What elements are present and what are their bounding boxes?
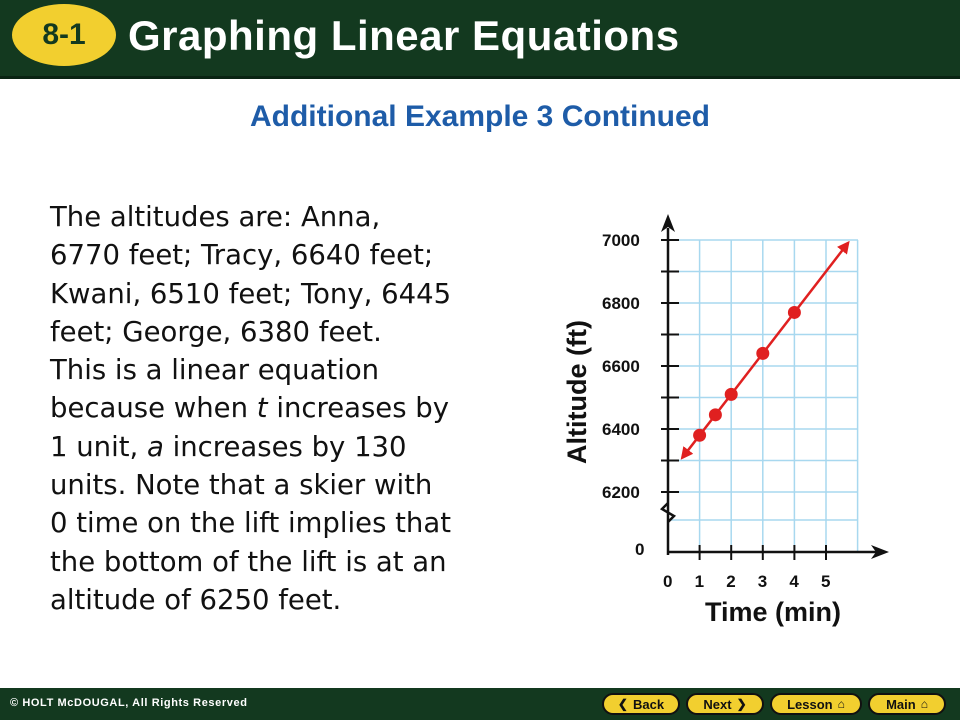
axes xyxy=(659,214,889,559)
page-title: Graphing Linear Equations xyxy=(128,12,680,59)
text-line: 0 time on the lift implies that xyxy=(50,507,451,540)
lesson-badge: 8-1 xyxy=(12,4,116,66)
lesson-button[interactable]: Lesson ⌂ xyxy=(770,693,862,715)
text-line: the bottom of the lift is at an xyxy=(50,545,447,578)
text-fragment: 1 unit, xyxy=(50,430,148,463)
example-subtitle: Additional Example 3 Continued xyxy=(249,100,711,133)
text-line: altitude of 6250 feet. xyxy=(50,583,342,616)
text-line: feet; George, 6380 feet. xyxy=(50,315,382,348)
x-tick-label: 2 xyxy=(726,572,735,591)
x-tick-label: 0 xyxy=(663,572,672,591)
x-axis-title: Time (min) xyxy=(705,597,841,627)
arrow-right-icon: ❯ xyxy=(736,697,747,711)
text-line: 6770 feet; Tracy, 6640 feet; xyxy=(50,239,434,272)
explanation-text: The altitudes are: Anna, 6770 feet; Trac… xyxy=(50,198,540,619)
x-tick-label: 1 xyxy=(695,572,704,591)
text-line: 1 unit, a increases by 130 xyxy=(50,428,540,466)
text-fragment: increases by xyxy=(267,392,450,425)
text-line: units. Note that a skier with xyxy=(50,469,433,502)
next-button[interactable]: Next ❯ xyxy=(686,693,764,715)
ticks xyxy=(661,239,827,560)
copyright-text: © HOLT McDOUGAL, All Rights Reserved xyxy=(10,697,248,709)
home-icon: ⌂ xyxy=(837,697,845,711)
y-tick-label: 6600 xyxy=(602,357,640,376)
next-label: Next xyxy=(703,696,732,712)
y-tick-label: 7000 xyxy=(602,231,640,250)
grid xyxy=(668,239,859,552)
y-zero-label: 0 xyxy=(635,540,644,559)
y-tick-label: 6800 xyxy=(602,294,640,313)
y-tick-label: 6200 xyxy=(602,483,640,502)
arrow-left-icon: ❮ xyxy=(617,697,628,711)
header-bar: 8-1 Graphing Linear Equations xyxy=(0,0,960,79)
altitude-graph: 0 1 2 3 4 5 7000 6800 6600 6400 6200 0 Time (min) A… xyxy=(562,214,889,627)
text-line: because when t increases by xyxy=(50,389,540,427)
y-tick-label: 6400 xyxy=(602,420,640,439)
axis-break-icon xyxy=(659,502,677,523)
x-axis-arrow-icon xyxy=(871,545,889,559)
back-label: Back xyxy=(632,696,665,712)
text-line: Kwani, 6510 feet; Tony, 6445 xyxy=(50,277,452,310)
data-point xyxy=(708,408,722,422)
back-button[interactable]: ❮ Back xyxy=(602,693,680,715)
x-tick-label: 4 xyxy=(789,572,799,591)
x-tick-label: 5 xyxy=(821,572,830,591)
variable-t: t xyxy=(256,392,268,425)
text-fragment: increases by 130 xyxy=(163,430,407,463)
main-label: Main xyxy=(886,696,916,712)
y-axis-arrow-icon xyxy=(661,214,675,232)
tick-labels: 0 1 2 3 4 5 7000 6800 6600 6400 6200 0 xyxy=(602,231,830,591)
data-point xyxy=(724,387,738,401)
y-axis-title: Altitude (ft) xyxy=(562,320,592,464)
home-icon: ⌂ xyxy=(920,697,928,711)
data-point xyxy=(693,428,707,442)
data-point xyxy=(787,305,801,319)
data-point xyxy=(756,346,770,360)
lesson-label: Lesson xyxy=(787,696,833,712)
text-line: The altitudes are: Anna, xyxy=(50,201,381,233)
variable-a: a xyxy=(147,430,164,463)
text-fragment: because when xyxy=(50,392,257,425)
text-line: This is a linear equation xyxy=(50,354,380,387)
x-tick-label: 3 xyxy=(758,572,767,591)
main-button[interactable]: Main ⌂ xyxy=(868,693,946,715)
data-series xyxy=(680,240,850,460)
